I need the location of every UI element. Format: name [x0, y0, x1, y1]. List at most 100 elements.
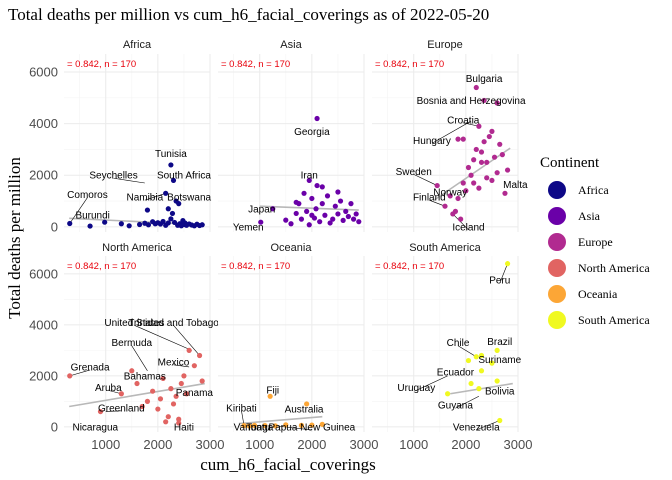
label-leader-line — [476, 420, 500, 431]
label-leader-line — [463, 122, 479, 127]
label-leader-line — [113, 177, 145, 184]
data-point — [67, 373, 73, 379]
data-point — [473, 146, 479, 153]
data-point — [163, 190, 169, 196]
legend-swatch — [548, 181, 566, 199]
y-tick-label: 6000 — [29, 266, 58, 281]
label-leader-line — [69, 369, 91, 377]
data-point — [298, 422, 305, 428]
facet-strip-label: Asia — [280, 39, 302, 51]
data-point — [319, 201, 325, 207]
data-point — [489, 177, 495, 184]
data-point — [319, 184, 325, 190]
point-label: Mexico — [158, 357, 190, 368]
data-point — [150, 388, 156, 394]
point-label: Uruguay — [397, 383, 435, 394]
point-label: Tunisia — [155, 149, 187, 160]
data-point — [476, 123, 482, 129]
data-point — [476, 386, 482, 392]
data-point — [494, 100, 500, 106]
data-point — [471, 157, 477, 163]
point-label: Papua New Guinea — [268, 422, 355, 433]
data-point — [272, 423, 278, 429]
data-point — [497, 417, 503, 424]
data-point — [155, 406, 161, 412]
legend-swatch — [548, 311, 566, 329]
x-axis-title: cum_h6_facial_coverings — [200, 455, 376, 474]
point-label: Hungary — [413, 136, 451, 147]
legend-label: South America — [578, 313, 650, 327]
point-label: Guyana — [438, 401, 473, 412]
data-point — [332, 203, 338, 209]
point-label: South Africa — [157, 171, 211, 182]
legend-swatch — [548, 207, 566, 225]
label-leader-line — [144, 193, 166, 201]
point-label: Bulgaria — [466, 74, 503, 85]
data-point — [196, 352, 203, 359]
legend-swatch — [548, 233, 566, 251]
data-point — [471, 180, 477, 186]
data-point — [309, 422, 315, 428]
data-point — [176, 201, 182, 207]
data-point — [178, 380, 184, 387]
data-point — [87, 223, 93, 229]
point-label: Bermuda — [111, 338, 152, 349]
data-point — [502, 190, 508, 196]
x-tick-label: 1000 — [245, 437, 274, 452]
facet-strip-label: North America — [102, 242, 173, 254]
data-point — [191, 363, 197, 369]
data-point — [460, 180, 466, 186]
trend-line — [238, 415, 323, 425]
stat-annotation: = 0.842, n = 170 — [375, 59, 444, 70]
data-point — [168, 386, 174, 392]
label-leader-line — [429, 199, 446, 207]
legend-swatch — [548, 285, 566, 303]
data-point — [478, 368, 485, 374]
data-point — [314, 115, 320, 122]
data-point — [258, 219, 264, 225]
legend: Continent Africa Asia Europe North America O… — [540, 155, 650, 329]
y-tick-label: 4000 — [29, 317, 58, 332]
data-point — [118, 391, 124, 397]
label-leader-line — [413, 174, 438, 186]
x-tick-label: 2000 — [297, 437, 326, 452]
y-tick-label: 6000 — [29, 65, 58, 80]
data-point — [353, 211, 359, 217]
data-point — [168, 216, 174, 222]
data-point — [97, 408, 104, 415]
label-leader-line — [69, 197, 88, 224]
point-label: Peru — [489, 276, 510, 287]
stat-annotation: = 0.842, n = 170 — [221, 59, 290, 70]
facet-panel: Oceania Fiji Australia Kiribati VanuatuTonga… — [218, 242, 378, 452]
point-label: Bosnia and Herzegovina — [417, 96, 526, 107]
data-point — [494, 347, 500, 353]
data-point — [445, 391, 451, 397]
data-point — [173, 393, 179, 399]
data-point — [468, 380, 474, 387]
point-label: Aruba — [95, 383, 122, 394]
panel-background — [372, 256, 518, 432]
point-label: Ecuador — [437, 368, 475, 379]
label-leader-line — [499, 263, 508, 284]
data-point — [283, 422, 289, 428]
legend-label: Africa — [578, 183, 609, 197]
x-tick-label: 1000 — [91, 437, 120, 452]
data-point — [176, 416, 182, 422]
data-point — [478, 149, 485, 155]
y-tick-label: 0 — [51, 419, 58, 434]
data-point — [356, 219, 362, 225]
point-label: Norway — [433, 188, 467, 199]
point-label: Grenada — [71, 362, 110, 373]
data-point — [486, 133, 492, 140]
data-point — [494, 378, 500, 384]
panel-background — [64, 54, 210, 232]
point-label: Iceland — [452, 222, 484, 233]
label-leader-line — [105, 410, 122, 412]
label-leader-line — [455, 396, 480, 409]
data-point — [160, 218, 166, 225]
data-point — [165, 220, 171, 226]
facet-strip-label: Africa — [123, 39, 152, 51]
stat-annotation: = 0.842, n = 170 — [67, 261, 136, 272]
point-label: Bahamas — [124, 371, 166, 382]
